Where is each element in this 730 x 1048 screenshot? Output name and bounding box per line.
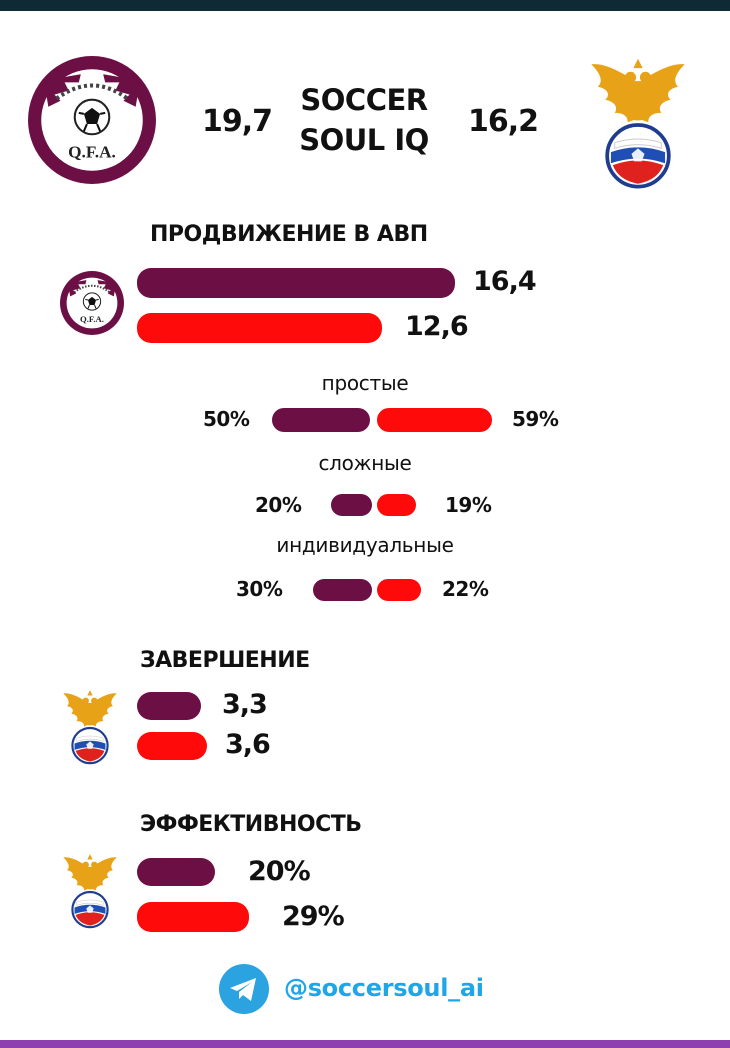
brand-line-1: SOCCER [300,83,428,117]
efficiency-russia-bar [137,902,249,932]
top-bar [0,0,730,11]
score-left: 19,7 [202,104,273,139]
qatar-fa-crest-icon [59,270,125,336]
progression-qatar-value: 16,4 [473,266,537,297]
finishing-russia-bar [137,732,207,760]
progression-qatar-bar [137,268,455,298]
russia-fu-crest-icon [55,852,125,932]
breakdown-label-individual: индивидуальные [276,533,454,557]
breakdown-simple-russia-value: 59% [512,407,559,431]
russia-fu-crest-icon [55,688,125,768]
breakdown-individual-russia-bar [377,579,421,601]
efficiency-title: ЭФФЕКТИВНОСТЬ [140,812,362,837]
progression-title: ПРОДВИЖЕНИЕ В АВП [150,222,428,247]
breakdown-simple-qatar-value: 50% [203,407,250,431]
progression-russia-bar [137,313,382,343]
finishing-qatar-bar [137,692,201,720]
telegram-icon[interactable] [219,964,269,1014]
breakdown-individual-russia-value: 22% [442,577,489,601]
efficiency-qatar-bar [137,858,215,886]
breakdown-simple-qatar-bar [272,408,370,432]
finishing-russia-value: 3,6 [225,729,271,760]
bottom-bar [0,1040,730,1048]
breakdown-label-simple: простые [321,371,409,395]
efficiency-qatar-value: 20% [248,856,311,887]
russia-fu-crest-icon [583,55,693,195]
breakdown-label-complex: сложные [318,451,412,475]
telegram-handle-link[interactable]: @soccersoul_ai [284,974,484,1002]
breakdown-complex-qatar-value: 20% [255,493,302,517]
brand-line-2: SOUL IQ [299,123,429,157]
efficiency-russia-value: 29% [282,901,345,932]
brand-title: SOCCER SOUL IQ [284,80,444,160]
breakdown-simple-russia-bar [377,408,492,432]
progression-russia-value: 12,6 [405,311,469,342]
score-right: 16,2 [468,104,539,139]
breakdown-complex-qatar-bar [331,494,372,516]
breakdown-complex-russia-value: 19% [445,493,492,517]
breakdown-complex-russia-bar [377,494,416,516]
finishing-qatar-value: 3,3 [222,689,268,720]
qatar-fa-crest-icon [26,54,158,186]
breakdown-individual-qatar-bar [313,579,372,601]
finishing-title: ЗАВЕРШЕНИЕ [140,648,310,673]
breakdown-individual-qatar-value: 30% [236,577,283,601]
